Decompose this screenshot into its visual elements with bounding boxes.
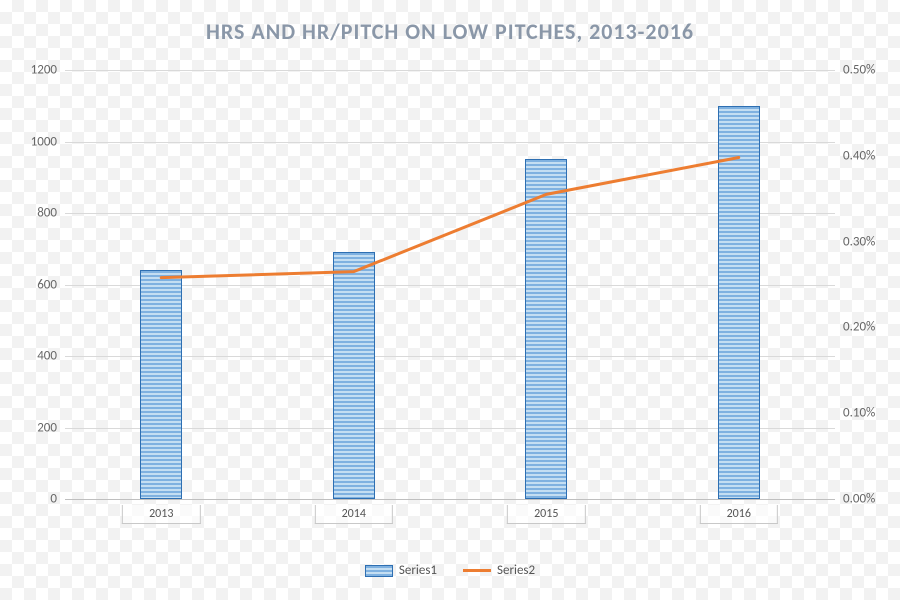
legend-label-series1: Series1 bbox=[399, 563, 437, 578]
ytick-left: 800 bbox=[37, 206, 65, 221]
ytick-right: 0.10% bbox=[835, 406, 875, 421]
ytick-left: 600 bbox=[37, 277, 65, 292]
ytick-right: 0.00% bbox=[835, 492, 875, 507]
legend-label-series2: Series2 bbox=[497, 563, 535, 578]
ytick-right: 0.20% bbox=[835, 320, 875, 335]
ytick-left: 1000 bbox=[31, 134, 65, 149]
legend: Series1 Series2 bbox=[0, 563, 900, 578]
legend-item-series2: Series2 bbox=[463, 563, 535, 578]
xtick: 2016 bbox=[700, 505, 778, 524]
ytick-right: 0.30% bbox=[835, 234, 875, 249]
ytick-left: 400 bbox=[37, 349, 65, 364]
ytick-right: 0.50% bbox=[835, 63, 875, 78]
xtick: 2015 bbox=[507, 505, 585, 524]
xtick: 2013 bbox=[122, 505, 200, 524]
ytick-left: 200 bbox=[37, 420, 65, 435]
ytick-left: 1200 bbox=[31, 63, 65, 78]
chart-title: HRS AND HR/PITCH ON LOW PITCHES, 2013-20… bbox=[0, 18, 900, 45]
legend-swatch-bar bbox=[365, 565, 393, 577]
legend-item-series1: Series1 bbox=[365, 563, 437, 578]
chart: HRS AND HR/PITCH ON LOW PITCHES, 2013-20… bbox=[0, 0, 900, 600]
plot-area: 0200400600800100012000.00%0.10%0.20%0.30… bbox=[65, 70, 835, 500]
ytick-left: 0 bbox=[50, 492, 65, 507]
line-series bbox=[65, 70, 835, 499]
ytick-right: 0.40% bbox=[835, 148, 875, 163]
xtick: 2014 bbox=[315, 505, 393, 524]
legend-swatch-line bbox=[463, 569, 491, 572]
